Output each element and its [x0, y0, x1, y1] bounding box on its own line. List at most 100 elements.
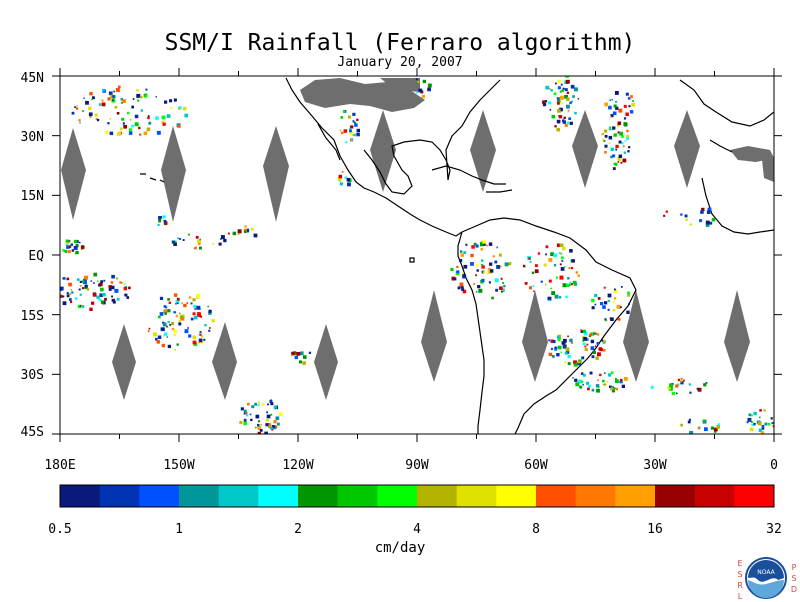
rain-cell [164, 332, 168, 336]
rain-cell [580, 330, 584, 333]
rain-cell [603, 140, 606, 142]
rain-cell [255, 426, 257, 429]
rain-cell [751, 424, 754, 427]
rain-cell [123, 286, 127, 291]
rain-cell [495, 288, 499, 292]
rain-cell [603, 286, 606, 289]
rain-cell [562, 119, 565, 122]
rain-cell [772, 425, 774, 428]
rain-cell [626, 310, 630, 314]
rain-cell [186, 302, 189, 304]
rain-cell [595, 356, 599, 360]
rain-cell [451, 276, 456, 281]
rain-cell [76, 104, 78, 107]
map-title: SSM/I Rainfall (Ferraro algorithm) [164, 30, 636, 56]
rain-cell [356, 128, 360, 133]
rain-cell [112, 99, 114, 102]
rain-cell [259, 429, 263, 432]
rain-cell [93, 272, 98, 277]
rain-cell [564, 361, 567, 364]
rain-cell [350, 125, 354, 129]
colorbar-swatch [655, 485, 696, 507]
rain-cell [617, 124, 620, 127]
colorbar-swatch [694, 485, 735, 507]
rain-cell [615, 378, 617, 380]
rain-cell [537, 252, 541, 255]
rain-cell [74, 106, 76, 108]
rain-cell [550, 287, 553, 290]
rain-cell [770, 417, 773, 420]
rain-cell [559, 275, 564, 280]
rain-cell [699, 219, 703, 223]
rain-cell [156, 340, 160, 344]
rain-cell [244, 230, 247, 233]
rain-cell [340, 116, 344, 119]
rain-cell [198, 242, 201, 246]
rain-cell [275, 416, 280, 421]
rain-cell [138, 126, 141, 130]
rain-cell [609, 99, 611, 102]
rain-cell [564, 95, 568, 99]
colorbar-swatch [536, 485, 577, 507]
rain-cell [92, 293, 97, 297]
rain-cell [161, 121, 164, 124]
rain-cell [89, 307, 93, 311]
rain-cell [545, 253, 547, 256]
rain-cell [610, 317, 614, 321]
rain-cell [197, 239, 201, 244]
rain-cell [559, 90, 562, 93]
rain-cell [475, 264, 479, 267]
rain-cell [603, 340, 606, 343]
rain-cell [269, 400, 273, 403]
rain-cell [590, 339, 595, 344]
rain-cell [140, 109, 143, 112]
rain-cell [587, 387, 590, 391]
rain-cell [544, 283, 547, 286]
colorbar-swatch [258, 485, 299, 507]
rain-cell [271, 425, 275, 429]
rain-cell [239, 420, 243, 424]
rain-cell [559, 95, 564, 100]
rain-cell [148, 327, 151, 330]
rain-cell [481, 259, 484, 262]
rain-cell [610, 387, 613, 391]
rain-cell [524, 282, 528, 285]
rain-cell [753, 411, 757, 416]
rain-cell [582, 339, 584, 342]
rain-cell [266, 414, 271, 419]
rain-cell [547, 101, 551, 105]
rain-cell [626, 129, 629, 133]
rain-cell [494, 260, 498, 264]
rain-cell [110, 281, 114, 284]
rain-cell [92, 96, 95, 100]
rain-cell [591, 355, 595, 359]
colorbar-swatch [575, 485, 616, 507]
lon-label: 120W [282, 458, 314, 473]
rain-cell [105, 130, 109, 134]
rain-cell [557, 97, 560, 100]
rain-cell [278, 412, 283, 416]
rain-cell [671, 391, 675, 396]
rain-cell [601, 339, 604, 342]
rain-cell [66, 277, 70, 281]
rain-cell [549, 109, 552, 111]
rain-cell [528, 257, 531, 260]
rain-cell [555, 82, 557, 85]
rain-cell [75, 297, 78, 300]
rain-cell [482, 240, 486, 244]
colorbar-swatch [99, 485, 140, 507]
rain-cell [348, 128, 352, 131]
rain-cell [212, 242, 215, 245]
rain-cell [650, 385, 654, 389]
rain-cell [552, 340, 556, 344]
rain-cell [557, 101, 560, 105]
rain-cell [102, 88, 105, 92]
rain-cell [148, 121, 152, 125]
rain-cell [623, 104, 627, 108]
rain-cell [198, 341, 201, 344]
rain-cell [488, 242, 493, 246]
rain-cell [625, 92, 629, 96]
rain-cell [162, 322, 167, 327]
rain-cell [617, 156, 622, 161]
rain-cell [702, 419, 706, 423]
